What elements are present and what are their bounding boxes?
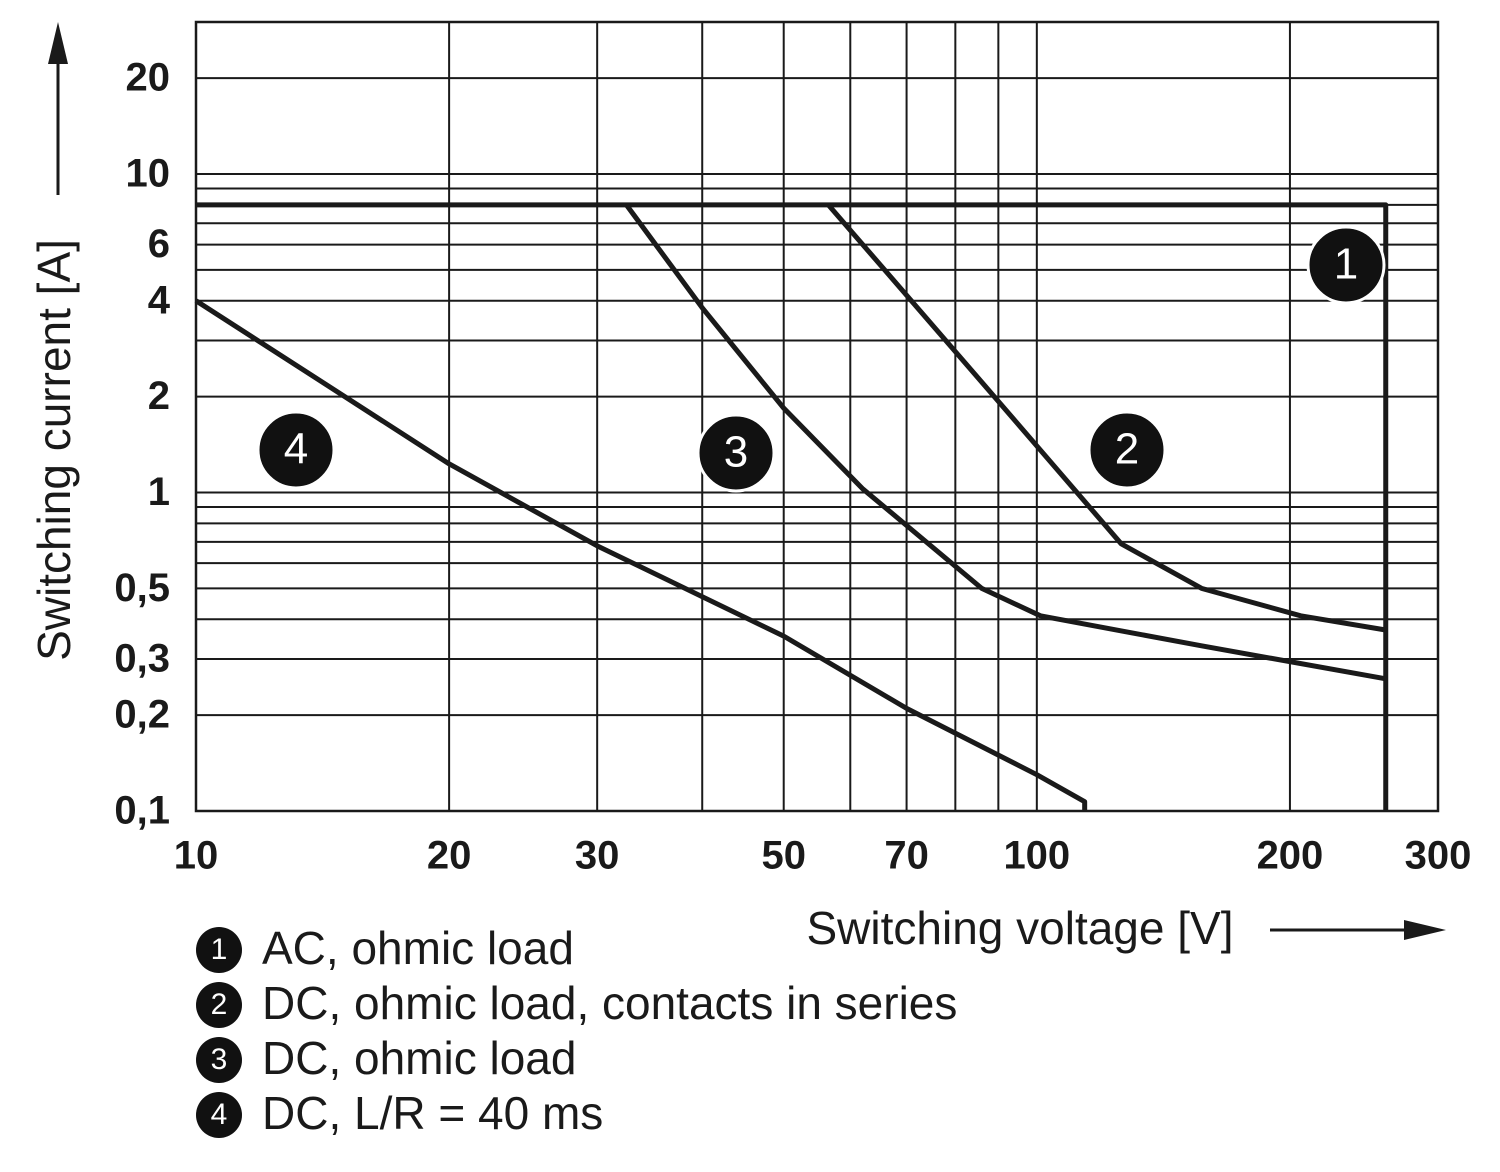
x-tick-label: 10: [174, 834, 219, 878]
curve-marker: [256, 410, 336, 490]
legend-marker: [196, 982, 242, 1028]
y-tick-label: 2: [148, 374, 170, 418]
curve-marker: [1306, 225, 1386, 305]
y-tick-label: 1: [148, 470, 170, 514]
legend-marker-label: 3: [211, 1043, 228, 1076]
series-line: [826, 203, 1387, 633]
legend-label: AC, ohmic load: [262, 922, 574, 974]
y-tick-label: 10: [126, 152, 171, 196]
y-tick-label: 6: [148, 222, 170, 266]
y-axis-arrowhead: [48, 22, 68, 64]
y-axis-label: Switching current [A]: [28, 239, 80, 661]
series-line: [194, 298, 1088, 811]
legend-marker-label: 4: [211, 1098, 228, 1131]
x-tick-label: 50: [761, 834, 806, 878]
y-tick-label: 0,2: [114, 693, 170, 737]
legend-marker-label: 1: [211, 933, 228, 966]
legend-marker: [196, 1092, 242, 1138]
legend-label: DC, ohmic load: [262, 1032, 576, 1084]
y-tick-label: 4: [148, 278, 171, 322]
curve-marker: [1087, 410, 1167, 490]
curve-marker: [696, 413, 776, 493]
curve-marker-label: 1: [1334, 240, 1358, 289]
y-tick-label: 20: [126, 56, 171, 100]
curve-marker-label: 2: [1115, 425, 1139, 474]
x-tick-label: 20: [427, 834, 472, 878]
x-axis-arrowhead: [1404, 920, 1446, 940]
curve-marker-label: 3: [724, 428, 748, 477]
series-line: [196, 202, 1389, 811]
plot-frame: [194, 20, 1440, 813]
curve-marker-label: 4: [284, 425, 308, 474]
y-tick-label: 0,1: [114, 789, 170, 833]
legend-marker: [196, 1037, 242, 1083]
series-line: [624, 203, 1387, 682]
x-tick-label: 200: [1257, 834, 1324, 878]
x-tick-label: 30: [575, 834, 620, 878]
y-tick-label: 0,5: [114, 566, 170, 610]
x-axis-label: Switching voltage [V]: [806, 902, 1233, 954]
legend-label: DC, ohmic load, contacts in series: [262, 977, 957, 1029]
x-tick-label: 70: [884, 834, 929, 878]
legend-label: DC, L/R = 40 ms: [262, 1087, 603, 1139]
y-tick-label: 0,3: [114, 637, 170, 681]
x-tick-label: 300: [1405, 834, 1472, 878]
x-tick-label: 100: [1003, 834, 1070, 878]
legend-marker-label: 2: [211, 988, 228, 1021]
legend-marker: [196, 927, 242, 973]
